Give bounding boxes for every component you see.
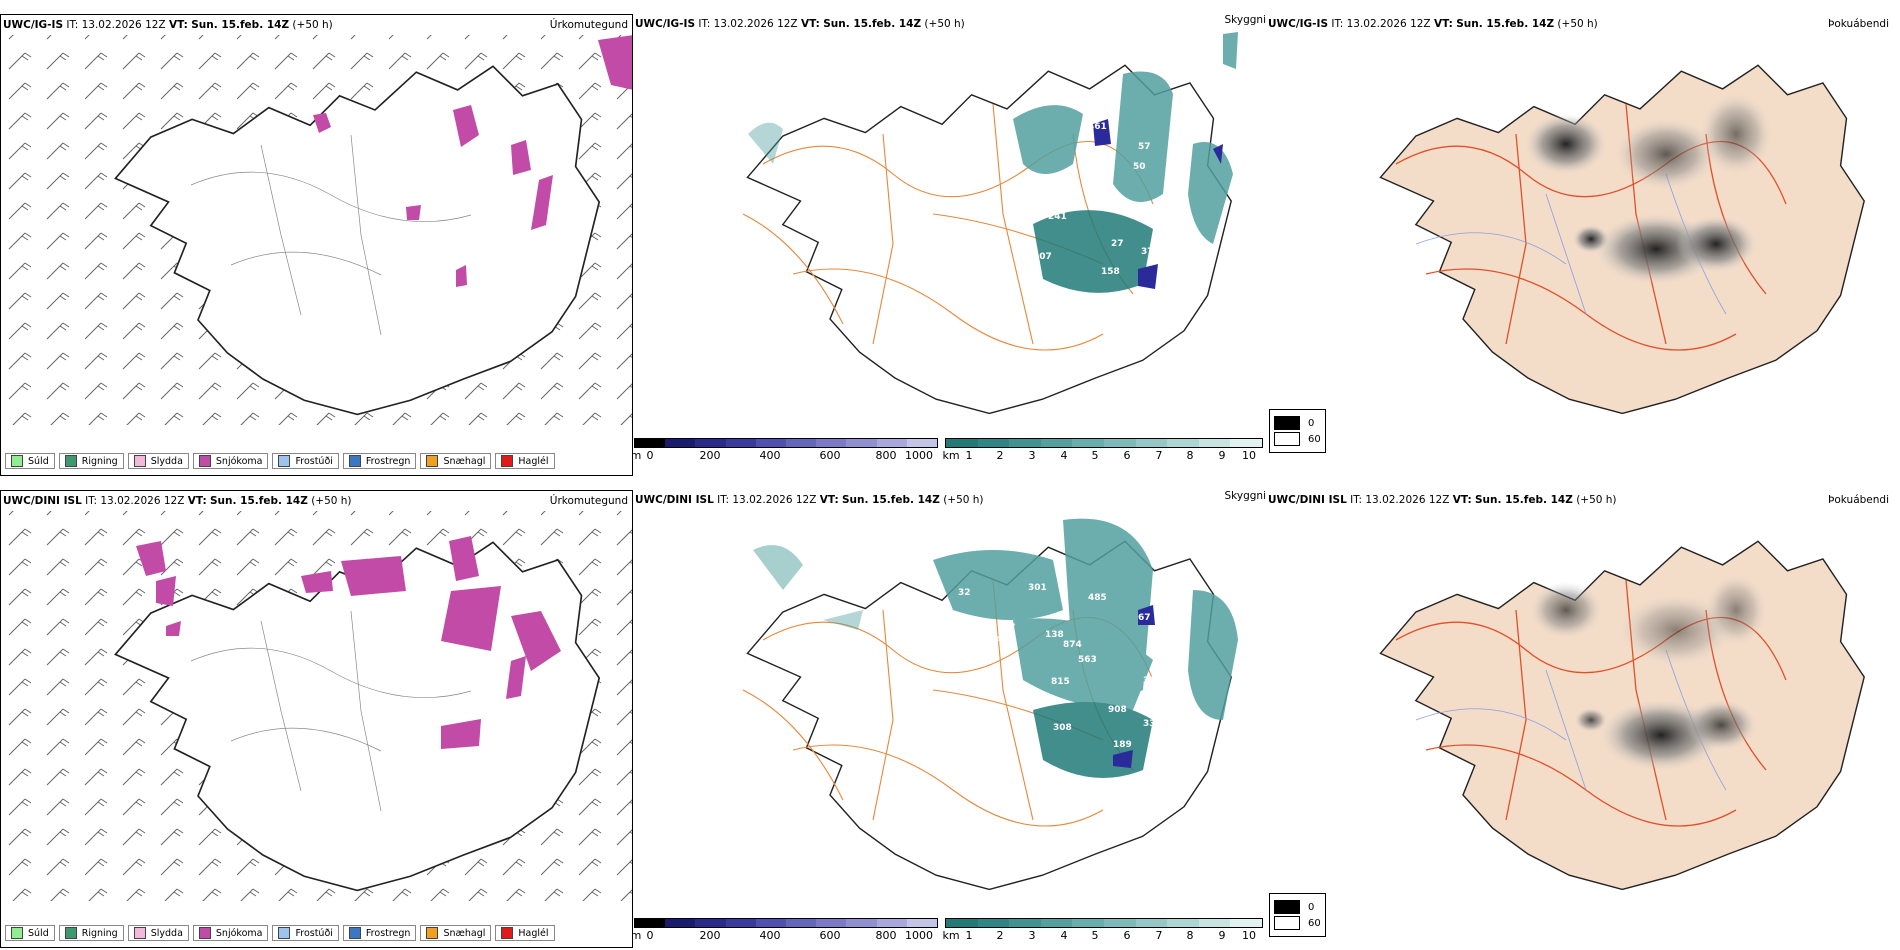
svg-text:268: 268	[1058, 187, 1077, 197]
fog-legend: 0 60	[1269, 409, 1326, 453]
legend-item: Frostregn	[342, 925, 417, 941]
legend-item: Snæhagl	[420, 925, 492, 941]
svg-text:27: 27	[1111, 239, 1124, 249]
svg-text:34: 34	[1165, 660, 1178, 670]
fog-index-panel-ig: UWC/IG-IS IT: 13.02.2026 12Z VT: Sun. 15…	[1266, 14, 1899, 476]
precip-legend: Súld Rigning Slydda Snjókoma Frostúði Fr…	[5, 925, 555, 941]
svg-text:36: 36	[1163, 688, 1176, 698]
legend-item: Frostregn	[342, 453, 417, 469]
panel-title: Skyggni	[1224, 490, 1267, 502]
legend-item: Haglél	[495, 453, 555, 469]
precip-legend: Súld Rigning Slydda Snjókoma Frostúði Fr…	[5, 453, 555, 469]
legend-item: Snæhagl	[420, 453, 492, 469]
ceiling-map: 32 301 485 67 37 448 138 874 563 580 34 …	[742, 518, 1238, 891]
svg-text:432: 432	[963, 132, 982, 142]
panel-header: UWC/DINI ISL IT: 13.02.2026 12Z VT: Sun.…	[1268, 494, 1617, 506]
svg-text:241: 241	[1048, 212, 1067, 222]
svg-text:32: 32	[958, 588, 971, 598]
svg-text:908: 908	[1108, 705, 1127, 715]
svg-text:485: 485	[1088, 593, 1107, 603]
legend-item: Súld	[5, 453, 55, 469]
svg-text:580: 580	[1171, 643, 1190, 653]
panel-header: UWC/IG-IS IT: 13.02.2026 12Z VT: Sun. 15…	[1268, 18, 1598, 30]
ceiling-labels: 32 301 485 67 37 448 138 874 563 580 34 …	[958, 583, 1190, 750]
ceiling-colorbar: m 0 200 400 600 800 1000	[633, 438, 938, 462]
svg-text:57: 57	[1138, 142, 1151, 152]
svg-text:88: 88	[1168, 217, 1181, 227]
legend-item: Frostúði	[272, 453, 339, 469]
svg-text:189: 189	[1113, 740, 1132, 750]
legend-item: Rigning	[58, 925, 124, 941]
svg-text:50: 50	[1133, 162, 1146, 172]
svg-text:461: 461	[1088, 122, 1107, 132]
legend-item: Frostúði	[272, 925, 339, 941]
svg-text:502: 502	[1155, 675, 1174, 685]
panel-header: UWC/DINI ISL IT: 13.02.2026 12Z VT: Sun.…	[635, 494, 984, 506]
svg-text:37: 37	[1141, 247, 1154, 257]
ceiling-labels: 516 432 369 15 461 57 268 241 56 39 88 4…	[943, 117, 1186, 277]
precip-map	[1, 511, 632, 901]
panel-title: Úrkomutegund	[549, 19, 628, 31]
panel-header: UWC/DINI ISL IT: 13.02.2026 12Z VT: Sun.…	[3, 495, 352, 507]
svg-text:301: 301	[1028, 583, 1047, 593]
svg-text:815: 815	[1051, 677, 1070, 687]
fog-map	[1379, 540, 1865, 891]
visibility-colorbar: km 1 2 3 4 5 6 7 8 9 10	[942, 438, 1263, 462]
svg-text:15: 15	[998, 117, 1011, 127]
ceiling-map: 516 432 369 15 461 57 268 241 56 39 88 4…	[742, 32, 1238, 415]
fog-index-panel-dini: UWC/DINI ISL IT: 13.02.2026 12Z VT: Sun.…	[1266, 490, 1899, 948]
legend-item: Slydda	[127, 453, 189, 469]
legend-item: Slydda	[127, 925, 189, 941]
svg-text:67: 67	[1138, 613, 1151, 623]
panel-header: UWC/IG-IS IT: 13.02.2026 12Z VT: Sun. 15…	[3, 19, 333, 31]
fog-map	[1379, 64, 1865, 415]
panel-title: Þokuábendi	[1828, 18, 1889, 30]
svg-text:874: 874	[1063, 640, 1082, 650]
svg-text:308: 308	[1053, 723, 1072, 733]
precip-type-panel-ig: UWC/IG-IS IT: 13.02.2026 12Z VT: Sun. 15…	[0, 14, 633, 476]
svg-text:37: 37	[1003, 623, 1016, 633]
precip-type-panel-dini: UWC/DINI ISL IT: 13.02.2026 12Z VT: Sun.…	[0, 490, 633, 948]
panel-header: UWC/IG-IS IT: 13.02.2026 12Z VT: Sun. 15…	[635, 18, 965, 30]
legend-item: Snjókoma	[192, 925, 269, 941]
fog-legend: 0 60	[1269, 893, 1326, 937]
svg-text:158: 158	[1101, 267, 1120, 277]
svg-text:138: 138	[1045, 630, 1064, 640]
svg-text:369: 369	[943, 147, 962, 157]
svg-text:563: 563	[1078, 655, 1097, 665]
svg-text:39: 39	[1171, 202, 1184, 212]
svg-text:400: 400	[958, 232, 977, 242]
svg-text:31: 31	[1143, 676, 1156, 686]
ceiling-visibility-panel-dini: UWC/DINI ISL IT: 13.02.2026 12Z VT: Sun.…	[633, 490, 1266, 948]
legend-item: Rigning	[58, 453, 124, 469]
svg-text:207: 207	[1033, 252, 1052, 262]
precip-map	[1, 35, 632, 425]
legend-item: Súld	[5, 925, 55, 941]
svg-text:332: 332	[1143, 719, 1162, 729]
svg-text:56: 56	[1173, 182, 1186, 192]
legend-item: Snjókoma	[192, 453, 269, 469]
visibility-colorbar: km 1 2 3 4 5 6 7 8 9 10	[942, 918, 1263, 942]
panel-title: Þokuábendi	[1828, 494, 1889, 506]
svg-text:516: 516	[943, 127, 962, 137]
panel-title: Úrkomutegund	[549, 495, 628, 507]
ceiling-visibility-panel-ig: UWC/IG-IS IT: 13.02.2026 12Z VT: Sun. 15…	[633, 14, 1266, 476]
ceiling-colorbar: m 0 200 400 600 800 1000	[633, 918, 938, 942]
svg-text:448: 448	[996, 635, 1015, 645]
legend-item: Haglél	[495, 925, 555, 941]
panel-title: Skyggni	[1224, 14, 1267, 26]
